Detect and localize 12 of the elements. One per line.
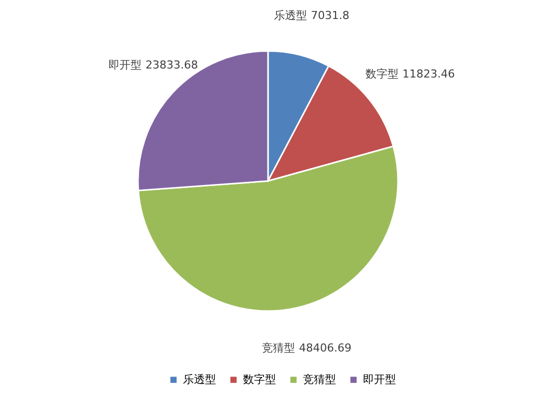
slice-label: 乐透型 (274, 8, 307, 22)
slice-label: 数字型 (365, 67, 398, 80)
data-label: 11823.46 (402, 67, 455, 80)
legend-label: 竞猜型 (303, 372, 336, 386)
slice-label: 竞猜型 (262, 342, 296, 354)
legend-label: 即开型 (363, 372, 396, 386)
legend-label: 数字型 (243, 372, 276, 386)
legend-label: 乐透型 (183, 372, 216, 386)
data-label: 23833.68 (145, 58, 198, 72)
data-label: 7031.8 (310, 8, 350, 22)
data-label: 48406.69 (299, 342, 352, 354)
slice-label: 即开型 (108, 58, 142, 72)
